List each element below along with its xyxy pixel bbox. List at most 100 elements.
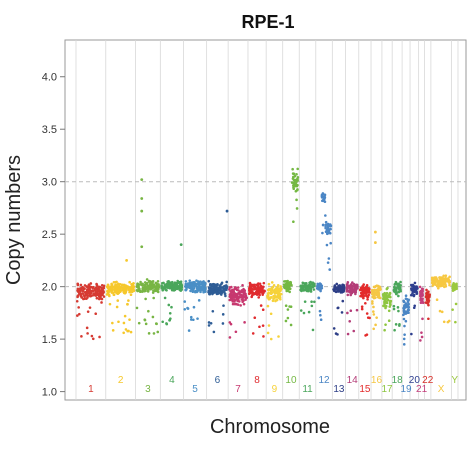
data-point <box>354 288 358 292</box>
data-point <box>97 287 100 291</box>
data-point <box>425 296 429 299</box>
data-point <box>444 278 448 282</box>
data-point <box>117 285 121 289</box>
data-point <box>326 224 330 227</box>
data-point <box>309 290 313 293</box>
data-point <box>349 309 353 313</box>
data-point <box>145 278 149 281</box>
data-point <box>258 282 262 286</box>
data-point <box>207 279 211 283</box>
data-point <box>367 290 370 293</box>
data-point <box>236 292 240 295</box>
data-point <box>240 298 244 301</box>
data-point <box>321 223 325 227</box>
chromosome-label: 9 <box>272 384 278 395</box>
data-point <box>100 301 103 304</box>
data-point <box>324 214 327 217</box>
data-point <box>440 278 443 282</box>
data-point <box>407 298 411 302</box>
data-point <box>131 287 135 291</box>
data-point <box>94 294 98 297</box>
data-point <box>202 289 205 292</box>
data-point <box>147 332 151 335</box>
data-point <box>352 289 355 292</box>
data-point <box>425 294 429 297</box>
data-point <box>221 322 225 325</box>
data-point <box>366 316 370 319</box>
data-point <box>156 330 160 334</box>
data-point <box>434 283 437 286</box>
data-point <box>125 259 128 262</box>
data-point <box>197 288 200 291</box>
data-point <box>415 292 419 295</box>
plot-frame <box>64 39 467 401</box>
data-point <box>87 283 91 287</box>
data-point <box>244 298 247 301</box>
data-point <box>287 282 291 286</box>
data-point <box>77 306 80 309</box>
data-point <box>272 289 275 293</box>
reference-lines <box>65 181 466 288</box>
data-point <box>371 300 374 303</box>
data-point <box>421 287 425 291</box>
data-point <box>374 323 377 327</box>
data-point <box>301 281 305 285</box>
data-point <box>384 298 387 301</box>
chromosome-label: 2 <box>118 375 124 386</box>
data-point <box>142 286 146 290</box>
chromosome-label: 8 <box>254 375 260 386</box>
data-point <box>342 285 346 288</box>
data-point <box>212 282 215 286</box>
data-point <box>81 289 85 293</box>
data-point <box>385 287 389 291</box>
data-point <box>199 280 202 283</box>
data-point <box>407 311 410 315</box>
y-tick-label: 2.0 <box>42 282 57 294</box>
data-point <box>371 290 374 293</box>
data-point <box>156 280 160 283</box>
data-point <box>439 282 442 285</box>
data-point <box>143 318 147 321</box>
data-point <box>340 288 344 291</box>
data-point <box>239 304 242 307</box>
data-point <box>222 304 225 307</box>
data-point <box>218 284 222 287</box>
data-point <box>419 301 423 305</box>
data-point <box>242 291 246 295</box>
data-point <box>253 292 257 296</box>
data-point <box>284 319 288 323</box>
data-point <box>348 320 352 323</box>
data-point <box>283 286 286 289</box>
data-point <box>335 282 339 286</box>
data-point <box>434 276 438 279</box>
data-point <box>137 285 140 288</box>
data-point <box>397 309 400 313</box>
data-point <box>90 334 94 338</box>
data-point <box>258 286 261 290</box>
chromosome-label: 6 <box>215 375 221 386</box>
data-point <box>208 283 212 287</box>
data-point <box>394 323 398 326</box>
data-point <box>201 285 204 289</box>
data-point <box>405 303 409 307</box>
chromosome-label: 10 <box>285 375 297 386</box>
data-point <box>126 303 129 306</box>
data-point <box>184 282 188 286</box>
data-point <box>223 292 227 296</box>
data-point <box>373 241 377 244</box>
data-point <box>94 312 98 316</box>
data-point <box>385 291 389 295</box>
data-point <box>378 288 382 291</box>
data-point <box>393 328 396 332</box>
data-point <box>396 284 399 287</box>
data-point <box>286 286 290 289</box>
chromosome-label: 15 <box>359 384 371 395</box>
data-point <box>340 311 344 314</box>
data-point <box>177 281 181 285</box>
data-point <box>146 290 150 293</box>
data-point <box>124 328 128 331</box>
data-point <box>98 335 101 339</box>
data-point <box>112 293 116 297</box>
